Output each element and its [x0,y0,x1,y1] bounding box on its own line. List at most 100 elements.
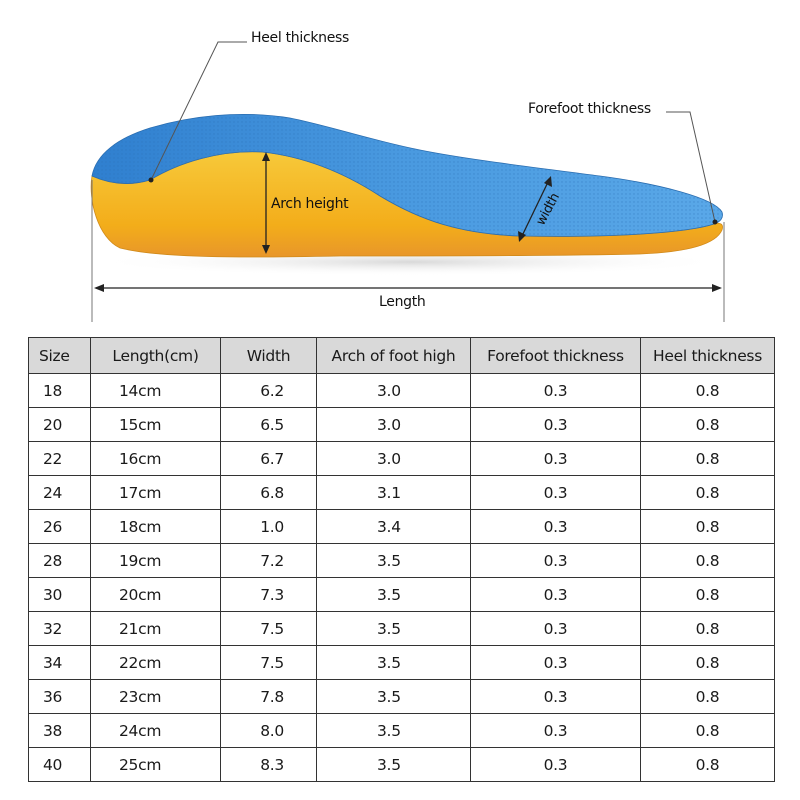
cell-arch: 3.5 [316,645,471,680]
cell-arch: 3.5 [316,713,471,748]
cell-size: 22 [28,441,91,476]
cell-length: 19cm [90,543,221,578]
cell-forefoot: 0.3 [470,645,641,680]
cell-width: 7.2 [220,543,317,578]
cell-forefoot: 0.3 [470,577,641,612]
cell-forefoot: 0.3 [470,713,641,748]
table-row: 22 16cm 6.7 3.0 0.3 0.8 [28,441,775,476]
cell-forefoot: 0.3 [470,679,641,714]
cell-size: 20 [28,407,91,442]
table-row: 26 18cm 1.0 3.4 0.3 0.8 [28,509,775,544]
cell-length: 14cm [90,373,221,408]
cell-width: 6.2 [220,373,317,408]
cell-forefoot: 0.3 [470,611,641,646]
cell-size: 32 [28,611,91,646]
forefoot-pointer-line [666,111,716,223]
cell-arch: 3.4 [316,509,471,544]
cell-width: 8.0 [220,713,317,748]
table-row: 24 17cm 6.8 3.1 0.3 0.8 [28,475,775,510]
cell-heel: 0.8 [640,373,775,408]
cell-size: 28 [28,543,91,578]
cell-width: 6.8 [220,475,317,510]
table-header-row: Size Length(cm) Width Arch of foot high … [28,337,775,374]
cell-width: 7.5 [220,611,317,646]
cell-arch: 3.5 [316,543,471,578]
cell-heel: 0.8 [640,713,775,748]
table-row: 40 25cm 8.3 3.5 0.3 0.8 [28,747,775,782]
table-row: 38 24cm 8.0 3.5 0.3 0.8 [28,713,775,748]
cell-heel: 0.8 [640,441,775,476]
heel-pointer-dot [148,177,154,183]
size-chart-table: Size Length(cm) Width Arch of foot high … [28,337,775,782]
heel-thickness-label: Heel thickness [251,30,350,46]
cell-heel: 0.8 [640,747,775,782]
cell-size: 38 [28,713,91,748]
cell-length: 23cm [90,679,221,714]
cell-length: 17cm [90,475,221,510]
header-width: Width [220,337,317,374]
table-row: 36 23cm 7.8 3.5 0.3 0.8 [28,679,775,714]
cell-width: 7.3 [220,577,317,612]
cell-width: 8.3 [220,747,317,782]
cell-size: 34 [28,645,91,680]
cell-length: 22cm [90,645,221,680]
arch-height-label: Arch height [271,196,349,212]
table-row: 32 21cm 7.5 3.5 0.3 0.8 [28,611,775,646]
cell-width: 6.7 [220,441,317,476]
header-arch: Arch of foot high [316,337,471,374]
cell-length: 18cm [90,509,221,544]
cell-length: 25cm [90,747,221,782]
cell-size: 26 [28,509,91,544]
cell-forefoot: 0.3 [470,509,641,544]
cell-arch: 3.5 [316,577,471,612]
cell-arch: 3.0 [316,373,471,408]
table-row: 28 19cm 7.2 3.5 0.3 0.8 [28,543,775,578]
header-heel: Heel thickness [640,337,775,374]
cell-size: 40 [28,747,91,782]
cell-length: 21cm [90,611,221,646]
cell-heel: 0.8 [640,679,775,714]
cell-heel: 0.8 [640,509,775,544]
cell-heel: 0.8 [640,645,775,680]
header-forefoot: Forefoot thickness [470,337,641,374]
cell-forefoot: 0.3 [470,747,641,782]
table-row: 34 22cm 7.5 3.5 0.3 0.8 [28,645,775,680]
cell-forefoot: 0.3 [470,475,641,510]
cell-heel: 0.8 [640,475,775,510]
cell-size: 30 [28,577,91,612]
length-arrow-head-left [94,284,104,292]
cell-width: 7.8 [220,679,317,714]
cell-length: 15cm [90,407,221,442]
cell-heel: 0.8 [640,407,775,442]
width-arrow [520,179,550,239]
cell-forefoot: 0.3 [470,407,641,442]
arch-arrow-head-top [262,152,270,161]
width-arrow-head-top [544,176,552,187]
cell-arch: 3.5 [316,747,471,782]
length-arrow-head-right [712,284,722,292]
length-label: Length [379,294,426,310]
cell-heel: 0.8 [640,611,775,646]
cell-size: 36 [28,679,91,714]
cell-size: 24 [28,475,91,510]
cell-width: 1.0 [220,509,317,544]
cell-length: 16cm [90,441,221,476]
cell-width: 6.5 [220,407,317,442]
header-size: Size [28,337,91,374]
cell-arch: 3.1 [316,475,471,510]
cell-heel: 0.8 [640,543,775,578]
cell-size: 18 [28,373,91,408]
table-row: 18 14cm 6.2 3.0 0.3 0.8 [28,373,775,408]
cell-arch: 3.0 [316,441,471,476]
cell-length: 20cm [90,577,221,612]
cell-arch: 3.0 [316,407,471,442]
cell-forefoot: 0.3 [470,373,641,408]
cell-heel: 0.8 [640,577,775,612]
insole-diagram: Heel thickness Forefoot thickness Arch h… [0,0,800,330]
forefoot-thickness-label: Forefoot thickness [528,101,651,117]
header-length: Length(cm) [90,337,221,374]
arch-arrow-head-bottom [262,245,270,254]
cell-length: 24cm [90,713,221,748]
cell-arch: 3.5 [316,679,471,714]
insole-mesh-texture [92,114,723,237]
